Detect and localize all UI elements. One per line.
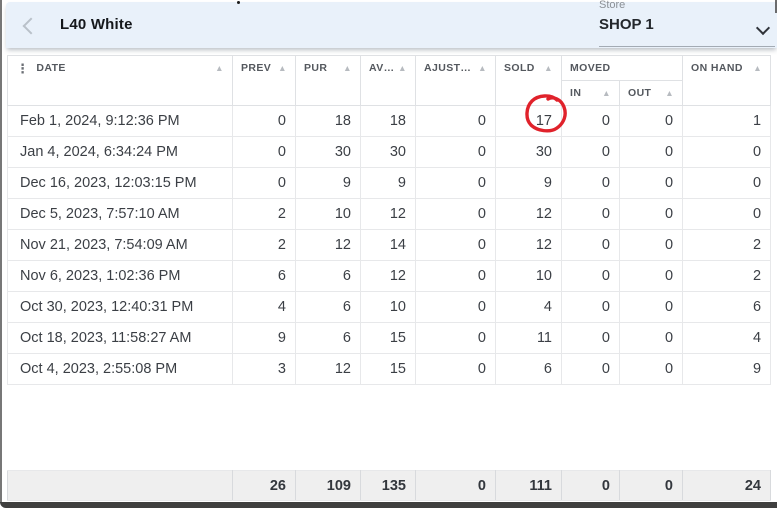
table-row: Feb 1, 2024, 9:12:36 PM 0 18 18 0 17 0 0…: [7, 105, 772, 137]
sort-asc-icon: ▲: [602, 87, 611, 98]
column-menu-icon[interactable]: ⋮: [16, 60, 30, 76]
total-on-hand: 24: [682, 470, 771, 501]
table-row: Dec 16, 2023, 12:03:15 PM 0 9 9 0 9 0 0 …: [7, 167, 772, 199]
sort-asc-icon: ▲: [753, 62, 763, 73]
sold-cell-circled: 17: [495, 105, 562, 137]
store-select-underline: [599, 46, 775, 47]
totals-row: 26 109 135 0 111 0 0 24: [7, 470, 771, 501]
total-pur: 109: [295, 470, 361, 501]
date-cell: Nov 21, 2023, 7:54:09 AM: [7, 229, 233, 261]
table-row: Jan 4, 2024, 6:34:24 PM 0 30 30 0 30 0 0…: [7, 136, 772, 168]
store-select-label: Store: [599, 0, 626, 11]
date-cell: Oct 18, 2023, 11:58:27 AM: [7, 322, 233, 354]
sort-asc-icon: ▲: [215, 62, 224, 73]
chevron-down-icon: [755, 20, 771, 36]
column-header-moved-in[interactable]: IN ▲: [561, 80, 620, 106]
table-row: Dec 5, 2023, 7:57:10 AM 2 10 12 0 12 0 0…: [7, 198, 772, 230]
table-row: Oct 18, 2023, 11:58:27 AM 9 6 15 0 11 0 …: [7, 322, 772, 354]
column-header-date[interactable]: ⋮ DATE ▲: [7, 55, 233, 106]
sort-asc-icon: ▲: [398, 62, 407, 73]
date-cell: Dec 16, 2023, 12:03:15 PM: [7, 167, 233, 199]
total-av: 135: [360, 470, 416, 501]
date-cell: Jan 4, 2024, 6:34:24 PM: [7, 136, 233, 168]
total-prev: 26: [232, 470, 296, 501]
table-row: Oct 4, 2023, 2:55:08 PM 3 12 15 0 6 0 0 …: [7, 353, 772, 385]
column-header-av[interactable]: AV… ▲: [360, 55, 416, 106]
table-row: Nov 21, 2023, 7:54:09 AM 2 12 14 0 12 0 …: [7, 229, 772, 261]
window-left-edge: [0, 0, 2, 503]
total-out: 0: [619, 470, 683, 501]
inventory-table: ⋮ DATE ▲ PREV ▲ PUR ▲ AV…: [7, 55, 772, 385]
column-header-sold[interactable]: SOLD ▲: [495, 55, 562, 106]
date-cell: Oct 4, 2023, 2:55:08 PM: [7, 353, 233, 385]
window-bottom-edge: [0, 502, 777, 508]
store-select[interactable]: Store SHOP 1: [597, 0, 777, 48]
store-select-value: SHOP 1: [599, 16, 654, 33]
sort-asc-icon: ▲: [478, 62, 487, 73]
sort-asc-icon: ▲: [665, 87, 675, 98]
date-cell: Feb 1, 2024, 9:12:36 PM: [7, 105, 233, 137]
sort-asc-icon: ▲: [343, 62, 352, 73]
page-title: L40 White: [60, 16, 133, 33]
top-bar: L40 White Store SHOP 1: [6, 0, 777, 48]
totals-empty-cell: [7, 470, 233, 501]
date-cell: Dec 5, 2023, 7:57:10 AM: [7, 198, 233, 230]
table-row: Oct 30, 2023, 12:40:31 PM 4 6 10 0 4 0 0…: [7, 291, 772, 323]
column-header-prev[interactable]: PREV ▲: [232, 55, 296, 106]
sort-asc-icon: ▲: [544, 62, 553, 73]
total-ajust: 0: [415, 470, 496, 501]
column-group-moved: MOVED: [560, 55, 684, 81]
column-header-on-hand[interactable]: ON HAND ▲: [682, 55, 772, 106]
column-header-ajust[interactable]: AJUST… ▲: [415, 55, 496, 106]
screen-speck: [237, 1, 240, 4]
column-header-moved-out[interactable]: OUT ▲: [618, 80, 684, 106]
chevron-left-icon: [22, 17, 40, 35]
date-cell: Nov 6, 2023, 1:02:36 PM: [7, 260, 233, 292]
column-header-pur[interactable]: PUR ▲: [295, 55, 361, 106]
back-button[interactable]: [20, 16, 40, 36]
total-in: 0: [561, 470, 620, 501]
sort-asc-icon: ▲: [278, 62, 287, 73]
window-top-right-edge: [775, 0, 777, 13]
total-sold: 111: [495, 470, 562, 501]
table-row: Nov 6, 2023, 1:02:36 PM 6 6 12 0 10 0 0 …: [7, 260, 772, 292]
date-cell: Oct 30, 2023, 12:40:31 PM: [7, 291, 233, 323]
